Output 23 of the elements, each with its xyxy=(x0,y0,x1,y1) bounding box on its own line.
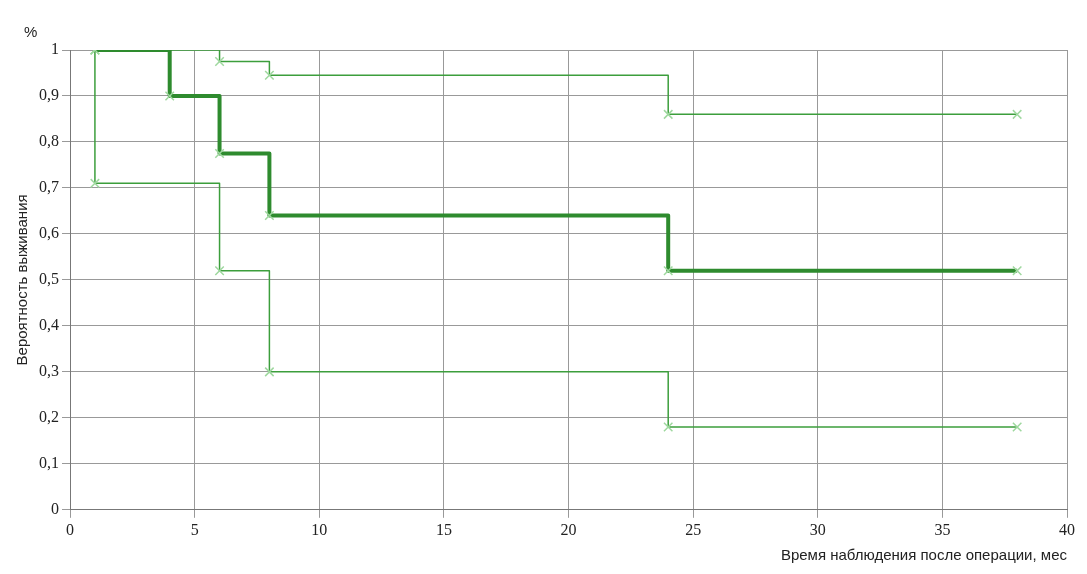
x-tick-label: 20 xyxy=(560,520,577,538)
y-axis-title: Вероятность выживания xyxy=(13,194,31,366)
y-tick-label: 0,6 xyxy=(39,224,59,242)
y-tick-label: 0,3 xyxy=(39,362,59,380)
x-tick-label: 10 xyxy=(311,520,328,538)
y-tick-label: 0,4 xyxy=(39,316,59,334)
y-tick-label: 0,5 xyxy=(39,270,59,288)
x-tick-label: 5 xyxy=(190,520,199,538)
y-tick-label: 0,1 xyxy=(39,454,59,472)
y-tick-label: 1 xyxy=(51,40,59,58)
x-tick-label: 25 xyxy=(685,520,702,538)
y-tick-label: 0,7 xyxy=(39,178,59,196)
y-tick-label: 0 xyxy=(51,500,59,517)
x-tick-label: 35 xyxy=(934,520,951,538)
y-tick-label: 0,8 xyxy=(39,132,59,150)
x-tick-label: 30 xyxy=(809,520,826,538)
y-tick-label: 0,9 xyxy=(39,86,59,104)
y-tick-label: 0,2 xyxy=(39,408,59,426)
text: % xyxy=(24,22,38,40)
x-tick-label: 15 xyxy=(435,520,452,538)
x-tick-label: 40 xyxy=(1059,520,1075,538)
x-axis-title: Время наблюдения после операции, мес xyxy=(780,546,1068,564)
x-tick-label: 0 xyxy=(66,520,74,538)
